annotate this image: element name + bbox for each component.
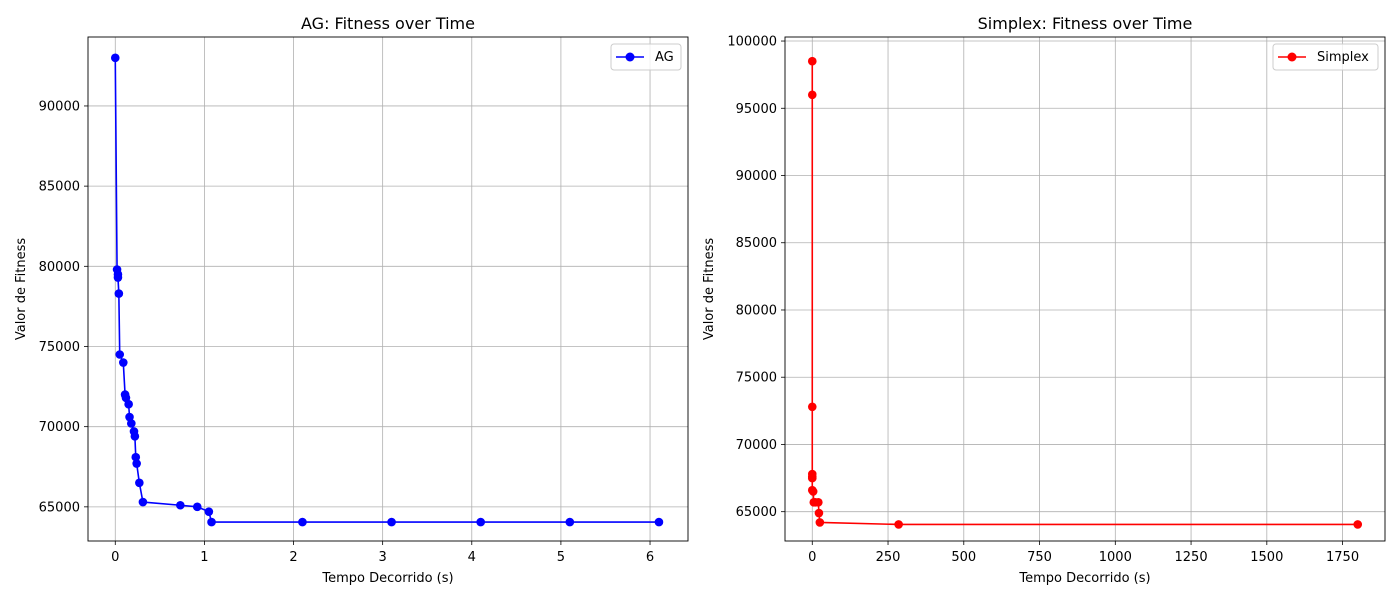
x-tick-label: 1 (200, 550, 208, 565)
data-point (807, 473, 817, 483)
data-point (808, 487, 818, 496)
data-point (807, 402, 817, 412)
data-point (814, 497, 823, 507)
y-tick-label: 70000 (39, 420, 80, 435)
data-point (118, 358, 128, 367)
x-tick-label: 6 (646, 550, 654, 565)
legend-box (610, 43, 682, 71)
y-tick-label: 90000 (39, 99, 80, 114)
data-point (176, 500, 185, 510)
x-tick-label: 1750 (1326, 550, 1359, 565)
x-tick-label: 0 (111, 550, 119, 565)
x-tick-label: 750 (1027, 550, 1052, 565)
data-point (815, 518, 825, 527)
data-point (138, 497, 148, 507)
x-axis-label: Tempo Decorrido (s) (1018, 571, 1150, 586)
data-point (476, 517, 485, 527)
x-tick-label: 5 (557, 550, 565, 565)
x-tick-label: 4 (468, 550, 476, 565)
data-point (131, 452, 141, 462)
chart-title: AG: Fitness over Time (301, 14, 475, 33)
x-tick-label: 1500 (1250, 550, 1283, 565)
data-point (124, 399, 133, 409)
legend-box (1272, 43, 1379, 71)
y-tick-label: 75000 (39, 340, 80, 355)
x-tick-label: 3 (379, 550, 387, 565)
data-point (135, 478, 144, 488)
panel-ag: 0 1 2 3 4 5 6 65000 70000 75000 80000 85000 90000 AG… (14, 14, 689, 586)
data-point (204, 507, 214, 516)
ticks: 0 250 500 750 1000 1250 1500 1750 65000 70000 7500… (727, 35, 1359, 565)
data-point (807, 56, 817, 66)
y-tick-label: 85000 (39, 180, 80, 195)
data-point (192, 502, 202, 512)
data-point (114, 289, 124, 298)
legend-label: AG (655, 50, 674, 65)
legend-marker (625, 52, 635, 62)
data-point (132, 459, 141, 468)
ticks: 0 1 2 3 4 5 6 65000 70000 75000 80000 85000 90000 (39, 99, 655, 565)
data-point (127, 419, 136, 428)
data-point (207, 517, 216, 527)
y-tick-label: 65000 (736, 505, 777, 520)
legend-label: Simplex (1317, 50, 1369, 65)
data-point (807, 90, 817, 100)
y-tick-label: 100000 (727, 35, 777, 50)
x-tick-label: 500 (951, 550, 976, 565)
data-point (565, 517, 575, 527)
legend: Simplex (1272, 43, 1379, 71)
axes-frame (87, 36, 689, 542)
panel-simplex: 0 250 500 750 1000 1250 1500 1750 65000 70000 7500… (702, 14, 1386, 586)
y-tick-label: 85000 (736, 236, 777, 251)
plot-area (88, 37, 688, 541)
data-point (894, 520, 903, 529)
data-point (130, 431, 140, 441)
y-tick-label: 75000 (736, 371, 777, 386)
y-tick-label: 80000 (736, 303, 777, 318)
y-tick-label: 65000 (39, 500, 80, 515)
x-tick-label: 0 (808, 550, 816, 565)
data-point (654, 517, 664, 527)
data-point (814, 508, 824, 518)
chart-title: Simplex: Fitness over Time (978, 14, 1193, 33)
legend: AG (610, 43, 682, 71)
x-axis-label: Tempo Decorrido (s) (321, 571, 453, 586)
gridlines (88, 37, 688, 541)
y-tick-label: 90000 (736, 169, 777, 184)
x-tick-label: 1250 (1175, 550, 1208, 565)
y-tick-label: 95000 (736, 102, 777, 117)
plot-area (785, 37, 1385, 541)
y-tick-label: 70000 (736, 438, 777, 453)
x-tick-label: 250 (876, 550, 901, 565)
y-axis-label: Valor de Fitness (702, 238, 717, 341)
series-marks (110, 53, 664, 527)
data-point (115, 350, 125, 359)
y-tick-label: 80000 (39, 260, 80, 275)
x-tick-label: 1000 (1099, 550, 1132, 565)
legend-marker (1287, 52, 1297, 62)
data-point (1353, 520, 1363, 529)
data-point (387, 517, 396, 527)
y-axis-label: Valor de Fitness (14, 238, 29, 341)
axes-frame (784, 36, 1386, 542)
x-tick-label: 2 (289, 550, 297, 565)
series-marks (807, 56, 1363, 529)
data-point (113, 273, 123, 282)
data-point (298, 517, 307, 527)
data-point (110, 53, 120, 63)
